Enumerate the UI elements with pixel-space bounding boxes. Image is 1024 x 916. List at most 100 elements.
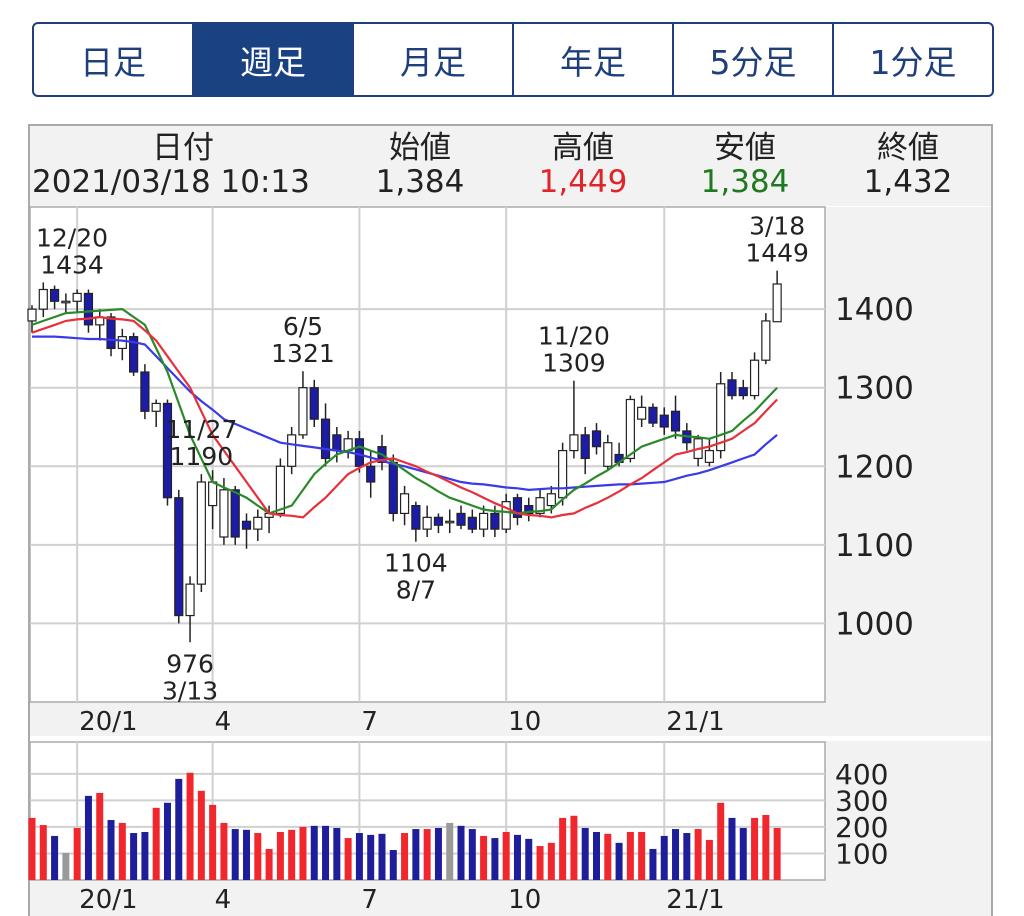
candle-body [117, 336, 127, 350]
date-strip-bg [30, 702, 991, 736]
annotation: 12/20 [36, 223, 108, 252]
tab[interactable]: 1分足 [832, 24, 992, 95]
y-tick-label: 200 [835, 811, 888, 844]
y-tick-label: 1000 [835, 606, 914, 642]
candle-body [501, 501, 511, 530]
candle-body [275, 465, 285, 515]
volume-bar [322, 825, 330, 880]
volume-bar [423, 829, 431, 880]
quote-value: 1,384 [375, 164, 465, 200]
volume-bar [457, 825, 465, 880]
volume-bar [389, 850, 397, 880]
candle-body [749, 359, 760, 397]
volume-bar [559, 817, 567, 880]
candle-body [196, 481, 206, 585]
candle-body [61, 300, 71, 304]
x-tick-label: 20/1 [79, 885, 137, 915]
volume-bar [197, 790, 205, 880]
candle-body [580, 434, 590, 460]
candle-body [174, 497, 184, 617]
volume-bar [310, 825, 318, 880]
annotation: 1434 [40, 250, 104, 279]
volume-bar [525, 838, 533, 880]
annotation: 3/13 [162, 676, 218, 705]
volume-bar [660, 835, 668, 880]
quote-label: 高値 [552, 130, 614, 166]
candle-body [298, 387, 308, 436]
annotation: 1309 [542, 349, 606, 378]
volume-bar [299, 826, 307, 880]
volume-bar [355, 833, 363, 880]
volume-bar [626, 831, 634, 880]
candle-body [253, 516, 263, 530]
annotation: 1321 [271, 339, 335, 368]
candle-body [546, 493, 556, 507]
tab[interactable]: 日足 [80, 42, 146, 82]
candle-body [456, 512, 466, 526]
volume-bar [163, 802, 171, 880]
volume-bar [186, 772, 194, 880]
x-tick-label: 7 [361, 885, 378, 915]
volume-bar [649, 848, 657, 880]
tab[interactable]: 週足 [192, 24, 352, 95]
candle-body [591, 430, 602, 448]
date-strip-bg [30, 880, 991, 916]
candle-body [445, 520, 455, 524]
volume-bar [672, 829, 680, 880]
annotation: 11/20 [538, 322, 610, 351]
x-tick-label: 20/1 [79, 707, 137, 737]
candle-body [603, 442, 613, 467]
candle-body [433, 516, 444, 526]
volume-bar [51, 835, 59, 880]
volume-bar [107, 820, 115, 880]
volume-bar [434, 827, 442, 880]
x-tick-label: 10 [508, 707, 541, 737]
volume-bar [28, 817, 36, 880]
panel-gap [30, 736, 991, 741]
price-axis-bg [825, 207, 991, 702]
volume-bar [581, 827, 589, 880]
volume-bar [84, 795, 92, 880]
volume-bar [751, 817, 759, 880]
annotation: 11/27 [165, 415, 237, 444]
quote-value: 1,432 [863, 164, 953, 200]
tab[interactable]: 5分足 [672, 24, 832, 95]
y-tick-label: 100 [835, 837, 888, 870]
volume-bar [728, 817, 736, 880]
volume-bar [141, 831, 149, 880]
candle-body [162, 402, 173, 499]
tab[interactable]: 年足 [512, 24, 672, 95]
volume-bar [705, 839, 713, 880]
quote-value: 2021/03/18 10:13 [32, 164, 310, 200]
volume-axis-bg [825, 741, 991, 880]
tab[interactable]: 月足 [352, 24, 512, 95]
volume-bar [73, 827, 81, 880]
candle-body [648, 406, 658, 424]
annotation: 8/7 [396, 576, 436, 605]
moving-average-line [32, 335, 778, 492]
x-tick-label: 4 [215, 885, 232, 915]
x-tick-label: 21/1 [666, 885, 724, 915]
volume-bar [209, 804, 217, 880]
candle-body [399, 493, 410, 515]
candle-body [219, 489, 229, 538]
volume-bar [175, 778, 183, 880]
annotation: 1449 [745, 239, 809, 268]
volume-bar [480, 835, 488, 880]
volume-bar [717, 802, 725, 880]
candle-body [738, 387, 748, 397]
volume-bar [333, 827, 341, 880]
volume-bar [739, 827, 747, 880]
quote-label: 終値 [877, 130, 939, 166]
candle-body [354, 438, 365, 467]
candle-body [490, 512, 500, 530]
moving-average-line [31, 315, 778, 519]
candle-body [72, 292, 82, 302]
volume-bar [254, 833, 262, 880]
volume-bar [265, 848, 273, 880]
volume-bar [593, 831, 600, 880]
quote-value: 1,449 [538, 164, 628, 200]
candle-body [49, 288, 60, 302]
y-tick-label: 1100 [835, 528, 914, 564]
